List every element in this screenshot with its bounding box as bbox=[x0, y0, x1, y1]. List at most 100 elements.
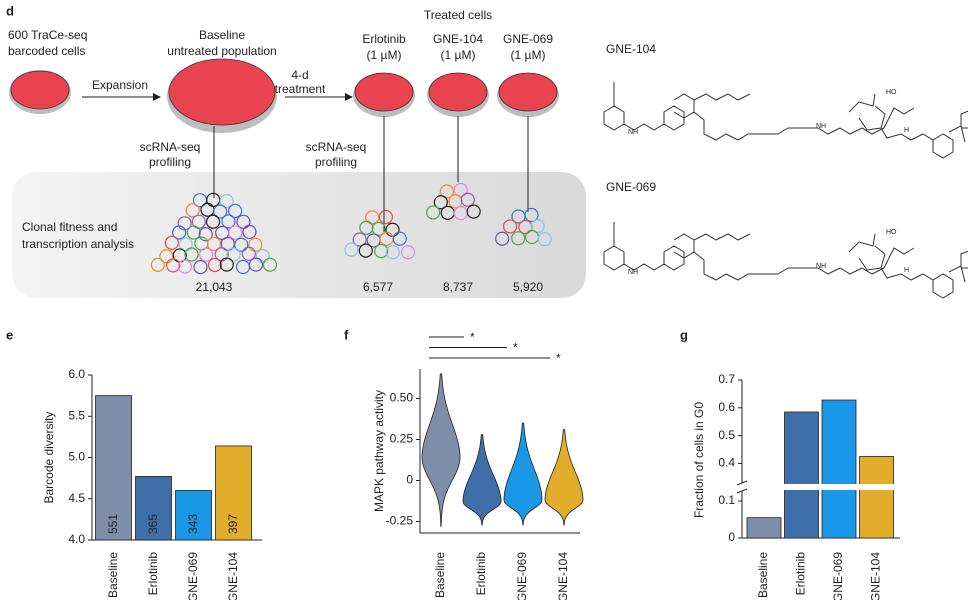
x-tick-label: Baseline bbox=[756, 552, 770, 598]
y-tick-label: 0.5 bbox=[718, 428, 735, 442]
bar-annotation: 551 bbox=[106, 514, 120, 534]
clone bbox=[352, 232, 367, 247]
baseline-label: Baseline bbox=[199, 28, 245, 42]
y-tick-label: 0.7 bbox=[718, 372, 735, 386]
y-tick-label: 5.5 bbox=[68, 408, 85, 422]
significance-label: * bbox=[470, 330, 475, 344]
bar bbox=[95, 395, 132, 541]
panel-label: d bbox=[6, 3, 14, 18]
cell-count: 8,737 bbox=[443, 280, 473, 294]
clone bbox=[213, 204, 228, 219]
panel-label: f bbox=[344, 327, 349, 342]
clone bbox=[358, 243, 373, 258]
analysis-band bbox=[12, 172, 586, 298]
clone bbox=[184, 247, 199, 262]
axis-break bbox=[736, 480, 748, 486]
clone bbox=[255, 249, 270, 264]
x-tick-label: GNE-104 bbox=[869, 552, 883, 600]
clone bbox=[466, 204, 481, 219]
treatment-dose: (1 µM) bbox=[367, 48, 402, 62]
expansion-label: Expansion bbox=[92, 78, 148, 92]
y-tick-label: -0.25 bbox=[386, 514, 414, 528]
x-tick-label: GNE-069 bbox=[186, 552, 200, 600]
y-axis-label: Barcode diversity bbox=[42, 411, 56, 503]
violin bbox=[462, 434, 502, 526]
clone bbox=[226, 247, 241, 262]
clone bbox=[524, 207, 539, 223]
bar bbox=[784, 411, 819, 539]
dish bbox=[168, 58, 276, 126]
break-gap bbox=[783, 484, 820, 490]
clone bbox=[460, 192, 475, 207]
violin bbox=[544, 429, 584, 526]
clone bbox=[166, 258, 181, 273]
clone bbox=[262, 257, 278, 272]
bar bbox=[859, 456, 894, 539]
clone bbox=[530, 218, 545, 234]
structure bbox=[603, 221, 968, 299]
clone bbox=[198, 227, 213, 242]
break-gap bbox=[821, 484, 857, 490]
clone bbox=[371, 221, 386, 237]
clone bbox=[228, 203, 243, 219]
x-tick-label: GNE-069 bbox=[831, 552, 845, 600]
dish bbox=[498, 72, 558, 112]
treatment-dose: (1 µM) bbox=[511, 48, 546, 62]
clone bbox=[219, 257, 234, 272]
bar bbox=[215, 445, 252, 541]
y-tick-label: 4.5 bbox=[68, 491, 85, 505]
clone bbox=[186, 225, 201, 240]
cell-count: 5,920 bbox=[513, 280, 543, 294]
bar bbox=[821, 399, 857, 539]
clone bbox=[242, 224, 257, 240]
cell-count: 6,577 bbox=[363, 280, 393, 294]
clone bbox=[392, 231, 407, 246]
treatment-name: GNE-104 bbox=[433, 32, 483, 46]
clone bbox=[453, 182, 468, 198]
clone bbox=[172, 225, 187, 240]
profiling-label: scRNA-seq bbox=[140, 140, 201, 154]
bar bbox=[135, 476, 172, 541]
bar-annotation: 397 bbox=[226, 514, 240, 534]
analysis-label: transcription analysis bbox=[22, 237, 134, 251]
y-tick-label: 4.0 bbox=[68, 532, 85, 546]
clone bbox=[511, 231, 526, 246]
y-axis-label: Fraction of cells in G0 bbox=[692, 402, 706, 518]
clone bbox=[518, 219, 533, 235]
start-label: 600 TraCe-seq bbox=[8, 28, 87, 42]
clone bbox=[185, 203, 200, 218]
profiling-label: scRNA-seq bbox=[306, 140, 367, 154]
x-tick-label: GNE-104 bbox=[556, 552, 570, 600]
violin bbox=[421, 373, 461, 527]
y-tick-label: 0.50 bbox=[390, 391, 414, 405]
clone bbox=[206, 236, 222, 251]
treatment-dose: (1 µM) bbox=[441, 48, 476, 62]
clone bbox=[433, 195, 448, 210]
baseline-label: untreated population bbox=[167, 44, 276, 58]
clone bbox=[378, 209, 394, 225]
bar-annotation: 343 bbox=[186, 514, 200, 534]
treatment-name: GNE-069 bbox=[503, 32, 553, 46]
x-tick-label: Erlotinib bbox=[794, 552, 808, 596]
clone bbox=[502, 219, 518, 234]
clone bbox=[344, 242, 359, 257]
structure-label: GNE-104 bbox=[606, 42, 656, 56]
significance-label: * bbox=[513, 341, 518, 355]
x-tick-label: GNE-104 bbox=[226, 552, 240, 600]
y-tick-label: 0.4 bbox=[718, 456, 735, 470]
treatment-name: Erlotinib bbox=[362, 32, 406, 46]
clone bbox=[400, 245, 416, 260]
clone bbox=[374, 243, 389, 259]
clone bbox=[177, 259, 193, 274]
panel-label: g bbox=[680, 327, 688, 342]
clone bbox=[164, 235, 179, 250]
clone bbox=[207, 257, 223, 273]
x-tick-label: Baseline bbox=[433, 552, 447, 598]
clone bbox=[385, 245, 400, 260]
profiling-label: profiling bbox=[149, 155, 191, 169]
structure-label: GNE-069 bbox=[606, 180, 656, 194]
profiling-label: profiling bbox=[315, 155, 357, 169]
axis-break bbox=[736, 488, 748, 494]
y-tick-label: 6.0 bbox=[68, 367, 85, 381]
